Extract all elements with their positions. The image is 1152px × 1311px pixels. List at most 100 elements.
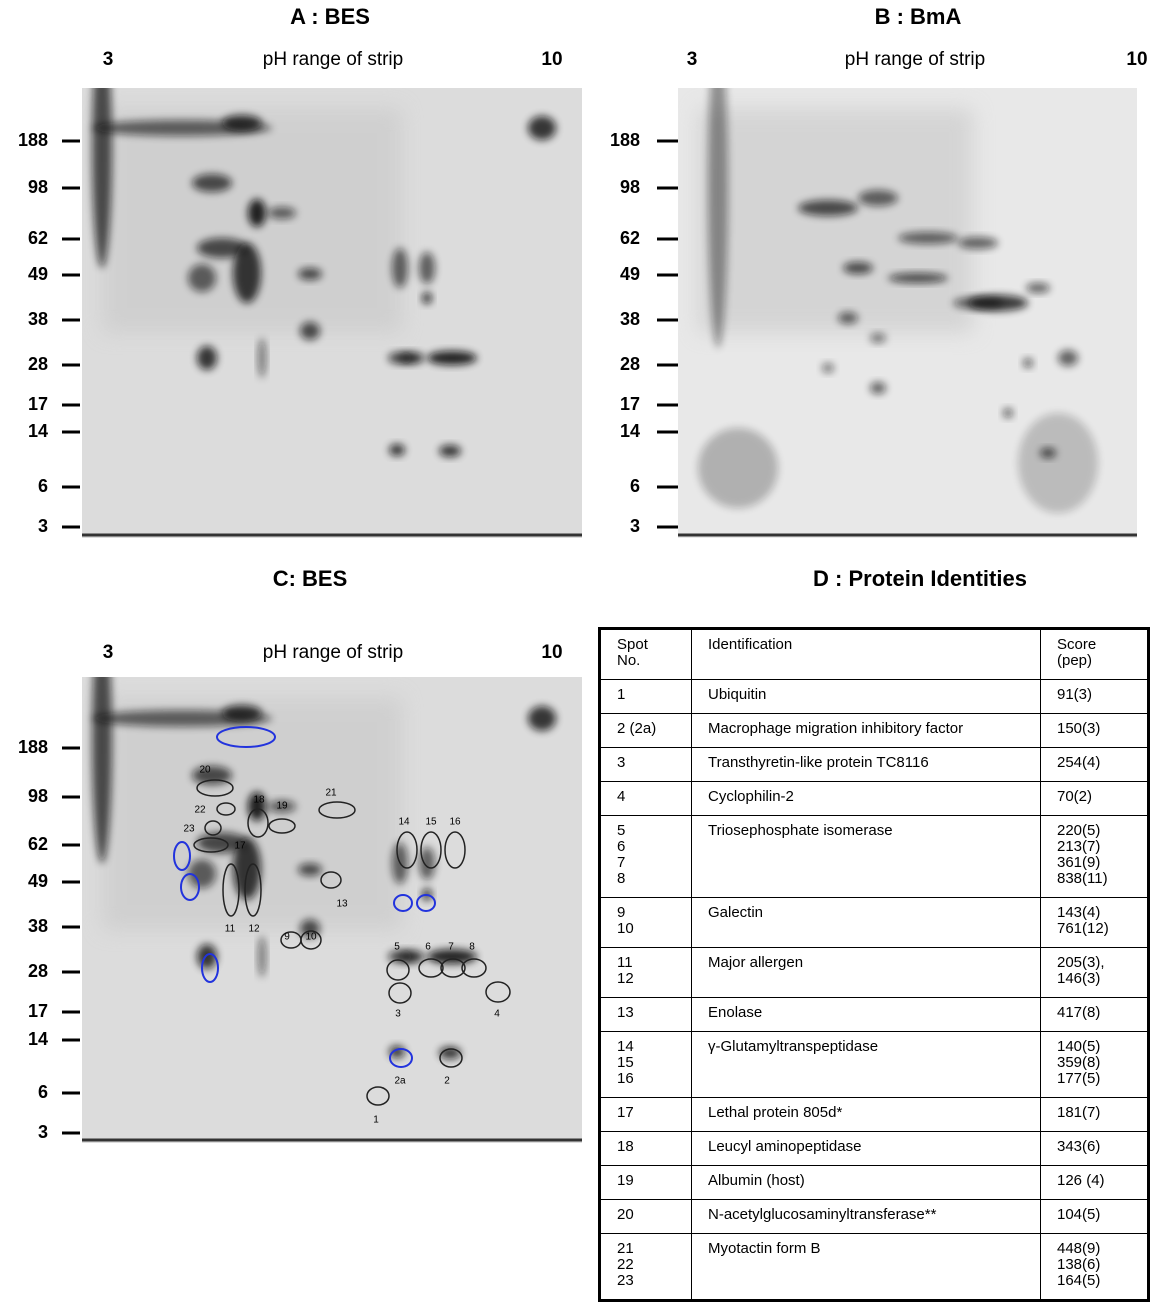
table-cell: Score(pep) xyxy=(1041,629,1149,680)
gel-spot xyxy=(268,207,296,219)
spot-label: 2a xyxy=(394,1076,406,1087)
mw-label: 17 xyxy=(620,394,640,414)
ph-low: 3 xyxy=(687,49,698,70)
table-cell: 205(3),146(3) xyxy=(1041,948,1149,998)
table-cell: 910 xyxy=(600,898,692,948)
table-row: 4 Cyclophilin-2 70(2) xyxy=(600,782,1149,816)
cell-text: Transthyretin-like protein TC8116 xyxy=(708,755,1030,771)
cell-text: 146(3) xyxy=(1057,971,1137,987)
gel-spot xyxy=(1018,413,1098,513)
gel-image xyxy=(82,615,582,1143)
table-cell: 19 xyxy=(600,1166,692,1200)
table-cell: 417(8) xyxy=(1041,998,1149,1032)
mw-label: 188 xyxy=(610,130,640,150)
cell-text: 1 xyxy=(617,687,681,703)
table-cell: Macrophage migration inhibitory factor xyxy=(692,714,1041,748)
table-cell: Galectin xyxy=(692,898,1041,948)
cell-text: 12 xyxy=(617,971,681,987)
ph-high: 10 xyxy=(1126,49,1147,70)
gel-spot xyxy=(298,863,322,875)
table-cell: 1112 xyxy=(600,948,692,998)
ph-label: pH range of strip xyxy=(845,49,985,70)
mw-label: 49 xyxy=(28,264,48,284)
spot-label: 12 xyxy=(248,924,260,935)
table-cell: Major allergen xyxy=(692,948,1041,998)
table-cell: 5678 xyxy=(600,816,692,898)
gel-spot xyxy=(298,268,322,280)
table-cell: Triosephosphate isomerase xyxy=(692,816,1041,898)
spot-label: 2 xyxy=(444,1076,450,1087)
mw-label: 28 xyxy=(28,961,48,981)
cell-text: Triosephosphate isomerase xyxy=(708,823,1030,839)
cell-text: Lethal protein 805d* xyxy=(708,1105,1030,1121)
cell-text: Cyclophilin-2 xyxy=(708,789,1030,805)
gel-spot xyxy=(388,352,412,364)
table-cell: Identification xyxy=(692,629,1041,680)
gel-spot xyxy=(822,363,834,373)
cell-text: 6 xyxy=(617,839,681,855)
gel-spot xyxy=(427,351,477,365)
gel-spot xyxy=(419,252,435,284)
table-cell: 4 xyxy=(600,782,692,816)
gel-spot xyxy=(192,174,232,192)
cell-text: 181(7) xyxy=(1057,1105,1137,1121)
gel-spot xyxy=(258,936,266,977)
cell-text: 23 xyxy=(617,1273,681,1289)
spot-label: 17 xyxy=(234,841,246,852)
table-cell: 18 xyxy=(600,1132,692,1166)
table-cell: 150(3) xyxy=(1041,714,1149,748)
cell-text: 838(11) xyxy=(1057,871,1137,887)
cell-text: 138(6) xyxy=(1057,1257,1137,1273)
mw-label: 49 xyxy=(28,871,48,891)
table-cell: 220(5)213(7)361(9)838(11) xyxy=(1041,816,1149,898)
mw-label: 98 xyxy=(620,177,640,197)
table-cell: Lethal protein 805d* xyxy=(692,1098,1041,1132)
gel-spot xyxy=(188,264,216,292)
cell-text: 91(3) xyxy=(1057,687,1137,703)
cell-text: 448(9) xyxy=(1057,1241,1137,1257)
cell-text: Leucyl aminopeptidase xyxy=(708,1139,1030,1155)
ph-label: pH range of strip xyxy=(263,642,403,663)
mw-label: 3 xyxy=(38,1122,48,1142)
mw-label: 188 xyxy=(18,737,48,757)
cell-text: 140(5) xyxy=(1057,1039,1137,1055)
mw-label: 62 xyxy=(28,228,48,248)
gel-spot xyxy=(258,338,266,378)
ph-high: 10 xyxy=(541,49,562,70)
mw-label: 3 xyxy=(630,516,640,536)
cell-text: 220(5) xyxy=(1057,823,1137,839)
cell-text: 18 xyxy=(617,1139,681,1155)
mw-label: 14 xyxy=(28,421,48,441)
spot-label: 18 xyxy=(253,795,265,806)
gel-spot xyxy=(222,115,262,131)
cell-text: 361(9) xyxy=(1057,855,1137,871)
spot-label: 7 xyxy=(448,942,454,953)
cell-text: 70(2) xyxy=(1057,789,1137,805)
spot-label: 22 xyxy=(194,805,206,816)
ph-low: 3 xyxy=(103,49,114,70)
cell-text: 21 xyxy=(617,1241,681,1257)
ph-high: 10 xyxy=(541,642,562,663)
mw-label: 14 xyxy=(620,421,640,441)
panel-title: B : BmA xyxy=(875,4,962,29)
gel-spot xyxy=(698,428,778,508)
cell-text: 17 xyxy=(617,1105,681,1121)
cell-text: 104(5) xyxy=(1057,1207,1137,1223)
gel-spot xyxy=(958,237,998,249)
panel-title: C: BES xyxy=(273,566,348,591)
spot-label: 9 xyxy=(284,932,290,943)
table-cell: 448(9)138(6)164(5) xyxy=(1041,1234,1149,1301)
mw-label: 188 xyxy=(18,130,48,150)
table-cell: 13 xyxy=(600,998,692,1032)
cell-text: 150(3) xyxy=(1057,721,1137,737)
table-cell: 17 xyxy=(600,1098,692,1132)
spot-label: 23 xyxy=(183,824,195,835)
table-cell: Cyclophilin-2 xyxy=(692,782,1041,816)
gel-spot xyxy=(233,243,261,303)
cell-text: Major allergen xyxy=(708,955,1030,971)
gel-spot xyxy=(222,705,262,722)
